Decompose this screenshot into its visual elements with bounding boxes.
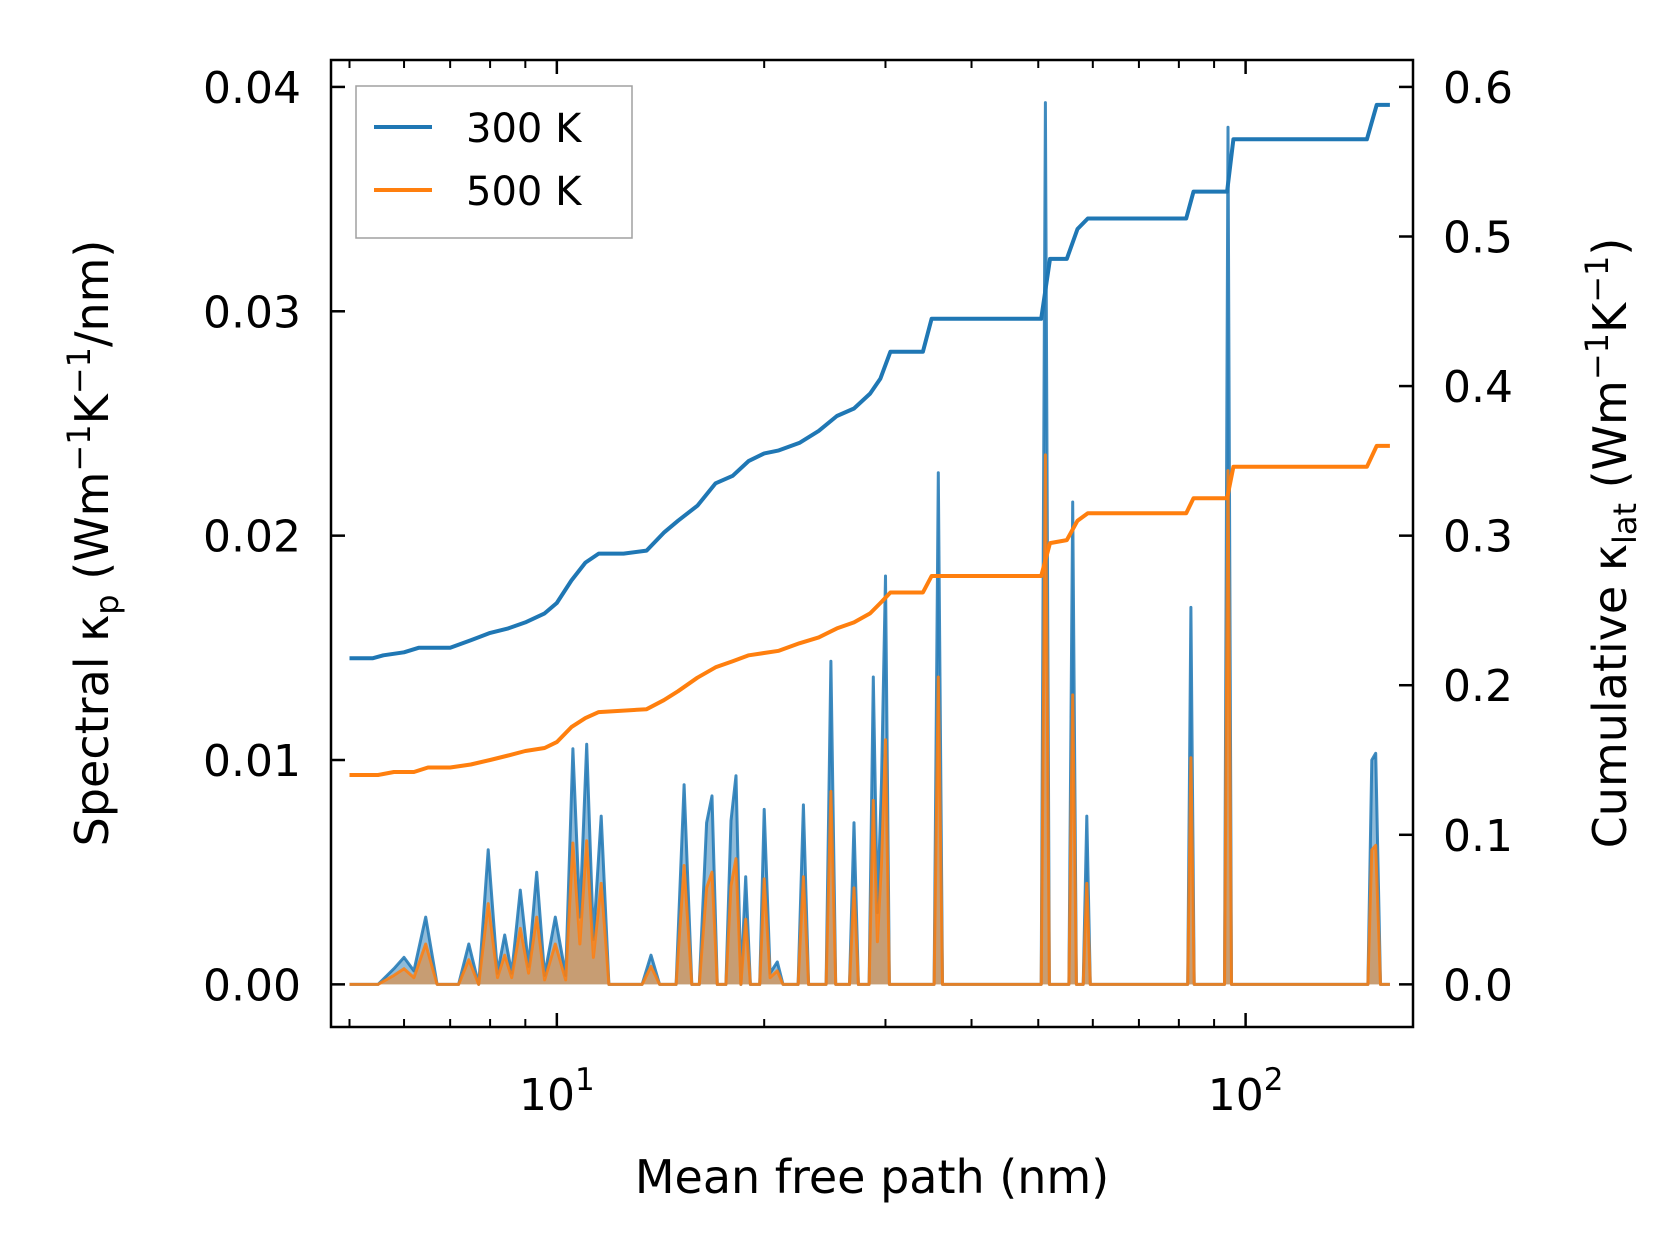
- spectral-layer: [349, 101, 1390, 986]
- x-axis-title: Mean free path (nm): [635, 1150, 1109, 1204]
- left-y-tick-label: 0.03: [203, 287, 301, 338]
- right-y-tick-label: 0.5: [1443, 212, 1513, 263]
- cumulative-line-500k: [349, 443, 1390, 777]
- legend-label-300k: 300 K: [466, 106, 583, 152]
- spectral-line-500k: [349, 453, 1390, 986]
- legend-box: [355, 85, 633, 239]
- right-y-tick-label: 0.0: [1443, 960, 1513, 1011]
- left-y-tick-label: 0.00: [203, 960, 301, 1011]
- x-tick-label: 102: [1208, 1062, 1284, 1121]
- left-y-tick-label: 0.02: [203, 512, 301, 563]
- axis-ticks: 101 102 0.00 0.01 0.02 0.03 0.04 0.0 0.1 0.2 0.3 0.…: [203, 60, 1513, 1121]
- legend-label-500k: 500 K: [466, 169, 583, 215]
- right-y-tick-label: 0.3: [1443, 512, 1513, 563]
- right-y-tick-label: 0.4: [1443, 362, 1513, 413]
- cumulative-layer: [349, 102, 1390, 777]
- plot-frame: [329, 58, 1415, 1029]
- left-y-tick-label: 0.01: [203, 736, 301, 787]
- left-axis-title: Spectral κp (Wm−1K−1/nm): [60, 240, 126, 847]
- right-y-tick-label: 0.2: [1443, 661, 1513, 712]
- right-axis-title: Cumulative κlat (Wm−1K−1): [1578, 238, 1644, 849]
- cumulative-line-300k: [349, 102, 1390, 661]
- legend: 300 K 500 K: [355, 85, 633, 239]
- left-y-tick-label: 0.04: [203, 63, 301, 114]
- x-tick-label: 101: [519, 1062, 595, 1121]
- right-y-tick-label: 0.6: [1443, 63, 1513, 114]
- right-y-tick-label: 0.1: [1443, 811, 1513, 862]
